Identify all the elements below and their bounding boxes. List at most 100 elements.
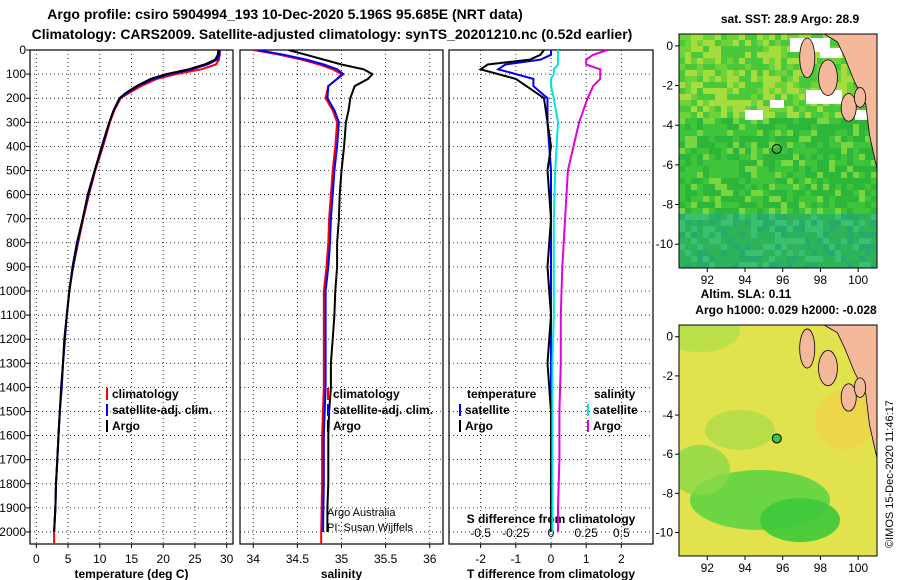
diff-legend-temperature-label: Argo bbox=[465, 419, 493, 433]
temperature-panel: 0 5 10 15 20 25 30 temperature (deg C) 0 100 200 30… bbox=[0, 43, 234, 580]
sla-map-tick-label-y: -10 bbox=[656, 526, 674, 540]
depth-tick-label: 800 bbox=[6, 236, 26, 250]
depth-tick-label: 900 bbox=[6, 260, 26, 274]
diff-legend-temperature-swatch bbox=[459, 420, 461, 432]
sla-blob bbox=[679, 325, 740, 352]
credit-argo-australia: Argo Australia bbox=[327, 507, 396, 519]
depth-tick-label: 100 bbox=[6, 67, 26, 81]
temperature-series-climatology bbox=[53, 50, 221, 544]
sla-map-island bbox=[840, 383, 857, 412]
differences-tick-label-top: 0.5 bbox=[613, 526, 630, 540]
temperature-frame bbox=[29, 49, 234, 545]
diff-legend-temperature-swatch bbox=[459, 404, 461, 416]
differences-tick-label-x: -1 bbox=[510, 552, 521, 566]
sst-map-tick-label-y: -6 bbox=[662, 158, 673, 172]
sla-map-island bbox=[799, 328, 816, 369]
salinity-panel: 34 34.5 35 35.5 36 salinity climatology satelli… bbox=[239, 49, 444, 580]
differences-tick-label-x: 2 bbox=[618, 552, 625, 566]
depth-tick-label: 400 bbox=[6, 139, 26, 153]
diff-legend-salinity-swatch bbox=[587, 420, 589, 432]
salinity-tick-label-x: 36 bbox=[423, 552, 437, 566]
sst-map-tick-label-x: 100 bbox=[848, 273, 868, 287]
sst-map-island bbox=[840, 93, 857, 122]
salinity-tick-label-x: 35 bbox=[335, 552, 349, 566]
temperature-legend-swatch bbox=[106, 388, 108, 400]
temperature-legend-label: climatology bbox=[112, 387, 179, 401]
sla-map-field bbox=[679, 325, 877, 556]
salinity-tick-label-x: 34.5 bbox=[286, 552, 310, 566]
differences-series-temperature-satellite bbox=[495, 50, 552, 532]
sst-map-tick-label-x: 98 bbox=[814, 273, 828, 287]
depth-tick-label: 1700 bbox=[0, 453, 26, 467]
diff-legend-temperature-title: temperature bbox=[467, 387, 537, 401]
differences-tick-label-top: -0.25 bbox=[502, 526, 530, 540]
cloud-gap bbox=[820, 48, 842, 58]
differences-series-salinity-argo bbox=[557, 50, 608, 532]
differences-lines bbox=[478, 50, 608, 532]
sst-map-island bbox=[853, 87, 867, 108]
cloud-gap bbox=[770, 100, 784, 108]
differences-tick-label-x: -2 bbox=[475, 552, 486, 566]
sla-blob bbox=[815, 390, 875, 450]
differences-series-temperature-argo bbox=[478, 50, 553, 532]
sst-map-tick-label-x: 94 bbox=[738, 273, 752, 287]
depth-tick-label: 1100 bbox=[0, 308, 26, 322]
salinity-lines bbox=[253, 50, 375, 544]
depth-tick-label: 1300 bbox=[0, 356, 26, 370]
header-line2: Climatology: CARS2009. Satellite-adjuste… bbox=[32, 26, 633, 42]
sst-map-title: sat. SST: 28.9 Argo: 28.9 bbox=[721, 12, 860, 26]
sst-map-tick-label-x: 92 bbox=[701, 273, 715, 287]
sla-map-tick-label-y: 0 bbox=[666, 330, 673, 344]
diff-legend-salinity-label: satellite bbox=[593, 403, 638, 417]
salinity-series-climatology bbox=[253, 50, 344, 544]
temperature-lines bbox=[53, 50, 221, 544]
sst-map-tick-label-y: -2 bbox=[662, 79, 673, 93]
diff-legend-temperature-label: satellite bbox=[465, 403, 510, 417]
salinity-legend-swatch bbox=[327, 420, 329, 432]
sla-map-tick-label-y: -2 bbox=[662, 369, 673, 383]
differences-tick-label-top: -0.5 bbox=[470, 526, 491, 540]
sst-map-argo-marker bbox=[771, 143, 782, 154]
copyright: ©IMOS 15-Dec-2020 11:46:17 bbox=[884, 400, 896, 548]
sla-blob bbox=[760, 498, 840, 542]
sst-map-tick-label-x: 96 bbox=[776, 273, 790, 287]
temperature-tick-label-x: 5 bbox=[65, 552, 72, 566]
temperature-tick-label-x: 10 bbox=[93, 552, 107, 566]
cloud-gap bbox=[806, 90, 842, 104]
sst-map-land bbox=[823, 34, 877, 169]
sla-map-tick-label-y: -8 bbox=[662, 486, 673, 500]
differences-series-salinity-satellite bbox=[550, 50, 560, 532]
sla-map-title: Altim. SLA: 0.11 bbox=[701, 287, 792, 301]
differences-tick-label-x: 1 bbox=[583, 552, 590, 566]
temperature-legend-label: Argo bbox=[112, 419, 140, 433]
depth-tick-label: 1900 bbox=[0, 501, 26, 515]
sst-map-island bbox=[818, 59, 838, 96]
temperature-legend-label: satellite-adj. clim. bbox=[112, 403, 212, 417]
depth-tick-label: 300 bbox=[6, 115, 26, 129]
salinity-xlabel: salinity bbox=[321, 567, 363, 580]
temperature-tick-label-x: 25 bbox=[188, 552, 202, 566]
sst-map-tick-label-y: -8 bbox=[662, 198, 673, 212]
temperature-tick-label-x: 15 bbox=[125, 552, 139, 566]
cloud-gap bbox=[745, 110, 763, 120]
diff-legend-salinity-label: Argo bbox=[593, 419, 621, 433]
salinity-legend-swatch bbox=[327, 404, 329, 416]
depth-tick-label: 1600 bbox=[0, 429, 26, 443]
salinity-legend-label: Argo bbox=[333, 419, 361, 433]
sla-map-land bbox=[823, 325, 877, 459]
depth-tick-label: 1400 bbox=[0, 380, 26, 394]
salinity-tick-label-x: 34 bbox=[247, 552, 261, 566]
sla-map-tick-label-y: -4 bbox=[662, 408, 673, 422]
sla-map-island bbox=[818, 350, 838, 387]
sla-map-tick-label-x: 98 bbox=[814, 561, 828, 575]
differences-panel: -2 -1 0 1 2-0.5 -0.25 0 0.25 0.5S difference fro… bbox=[448, 49, 654, 580]
temperature-tick-label-x: 20 bbox=[157, 552, 171, 566]
sst-map-island bbox=[799, 37, 816, 79]
differences-tick-label-top: 0.25 bbox=[574, 526, 598, 540]
temperature-legend-swatch bbox=[106, 420, 108, 432]
sla-map-tick-label-x: 94 bbox=[738, 561, 752, 575]
sla-map-tick-label-x: 100 bbox=[848, 561, 868, 575]
differences-tick-label-x: 0 bbox=[548, 552, 555, 566]
salinity-legend-label: climatology bbox=[333, 387, 400, 401]
sst-map-field bbox=[679, 34, 877, 268]
